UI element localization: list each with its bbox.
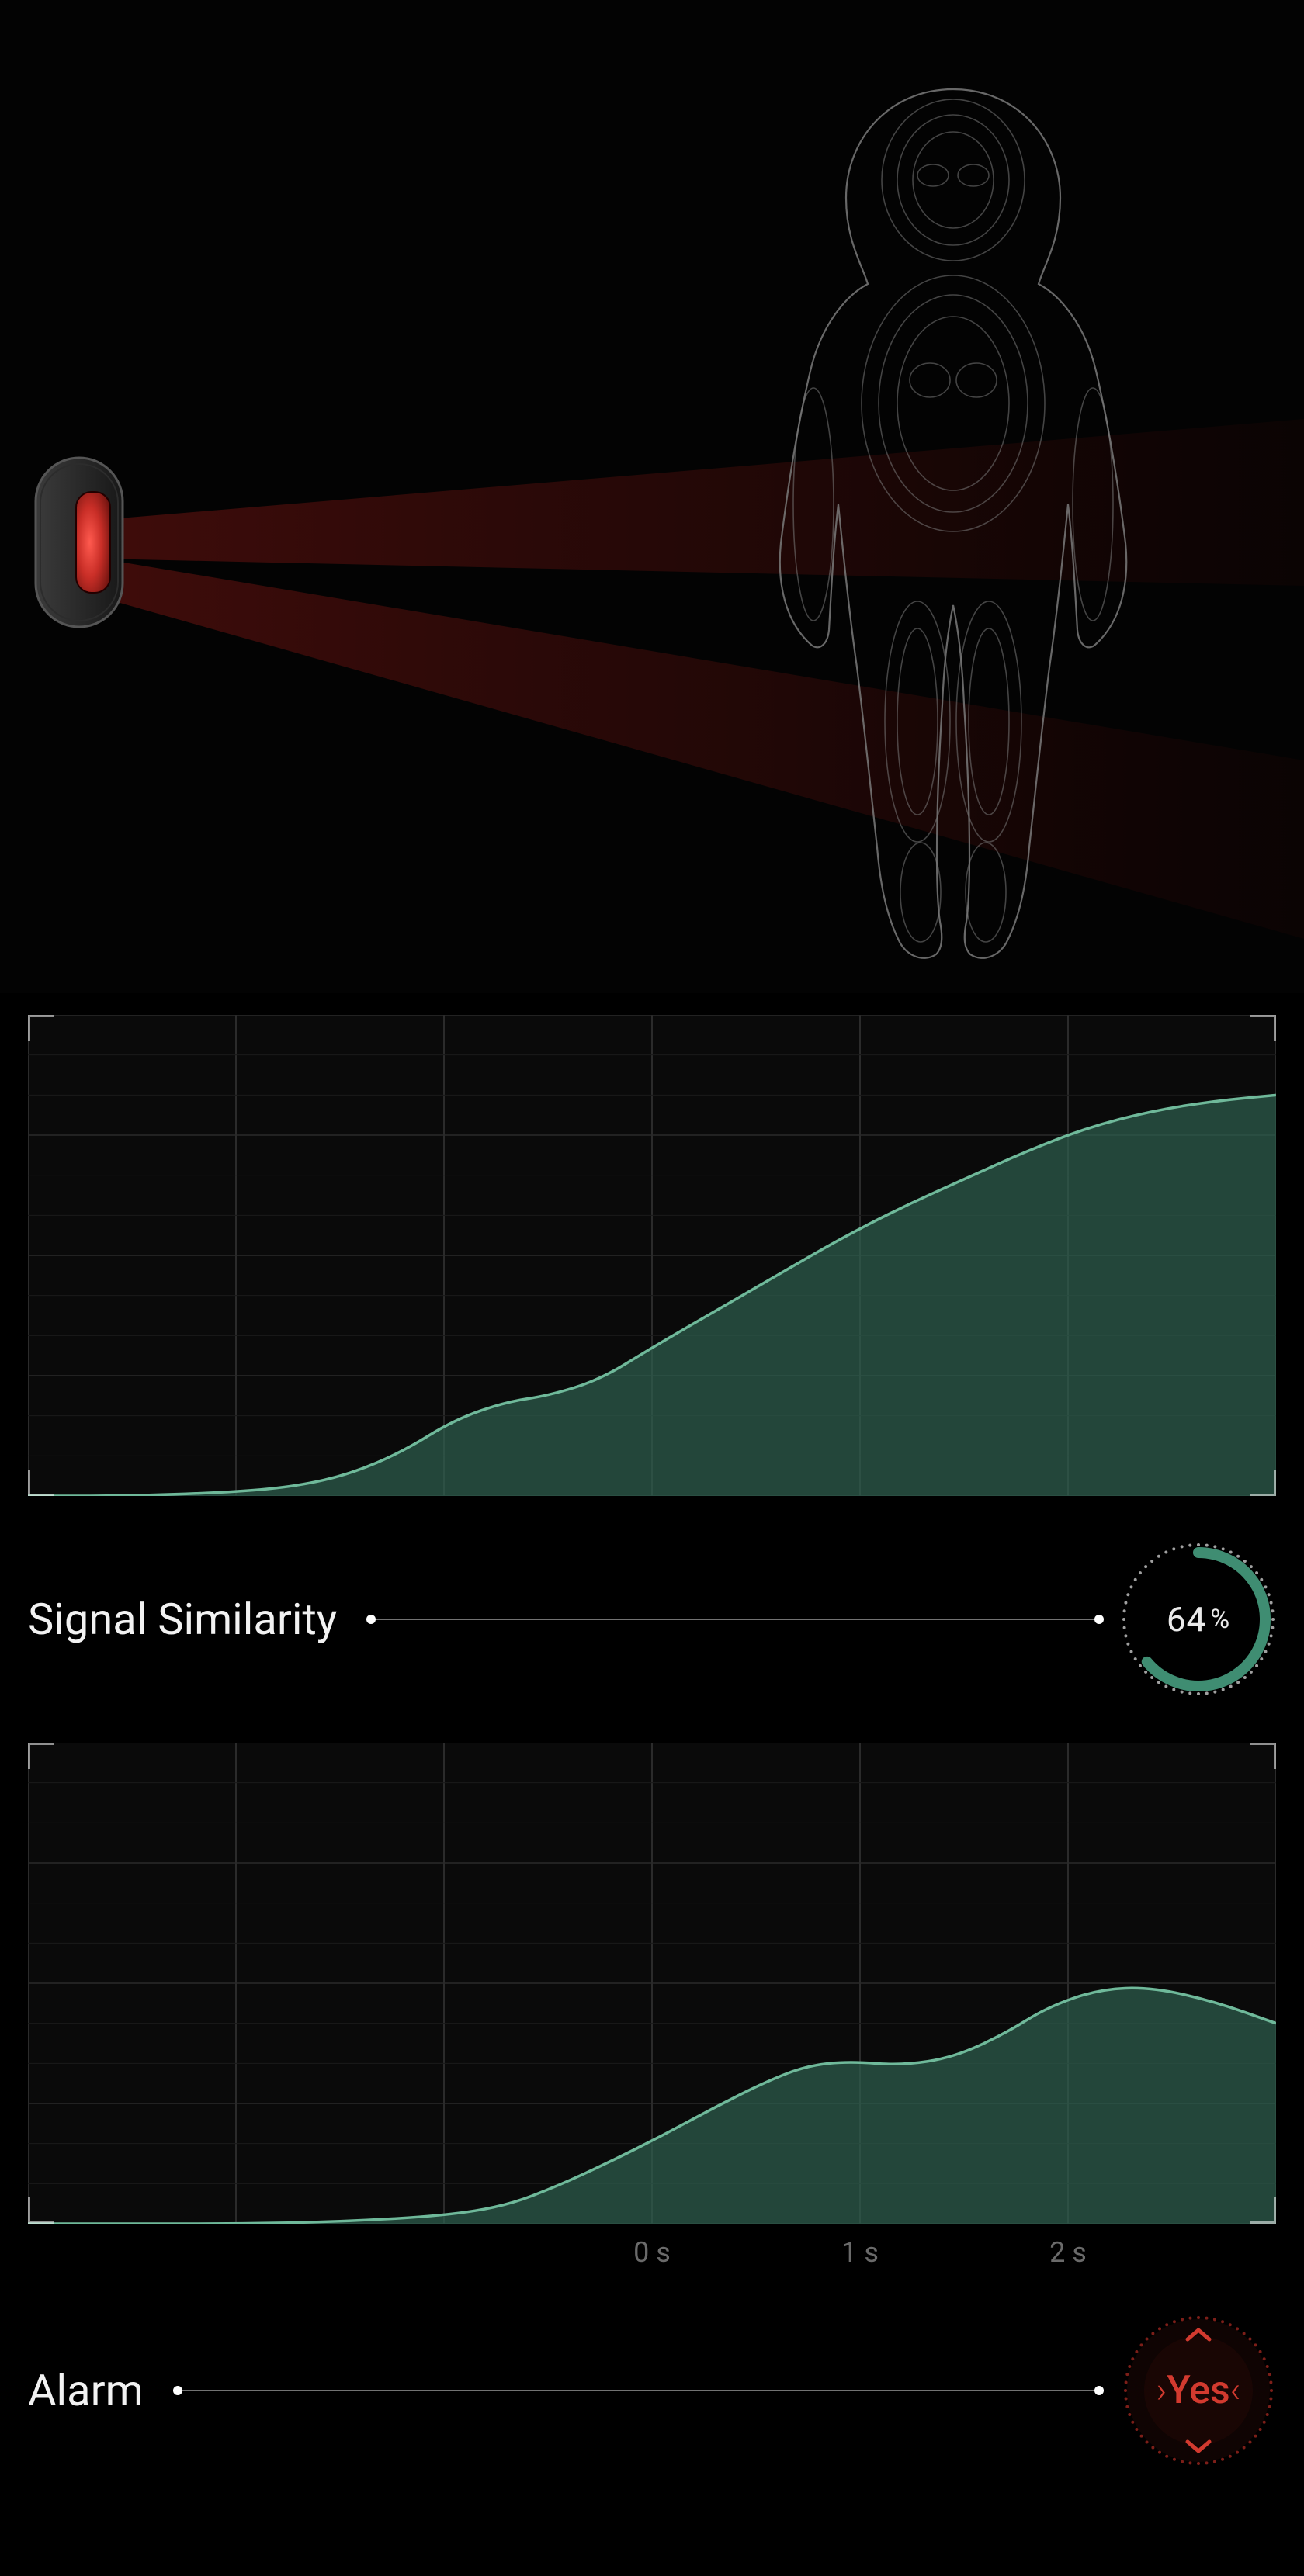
frame-corner [1250, 2197, 1276, 2224]
alarm-value: › Yes ‹ [1121, 2313, 1276, 2468]
chart-1 [28, 1015, 1276, 1496]
chart-2 [28, 1743, 1276, 2224]
signal-similarity-readout: Signal Similarity 64% [28, 1546, 1276, 1693]
frame-corner [1250, 1015, 1276, 1041]
time-axis: 0 s 1 s 2 s [28, 2236, 1276, 2280]
readout-connector [178, 2390, 1099, 2391]
signal-similarity-label: Signal Similarity [28, 1594, 337, 1645]
signal-similarity-value: 64% [1121, 1542, 1276, 1697]
sensor-beam-lower [101, 559, 1304, 939]
frame-corner [1250, 1470, 1276, 1496]
axis-tick-label: 1 s [841, 2236, 879, 2269]
hero-svg [0, 0, 1304, 993]
frame-corner [28, 1015, 54, 1041]
readout-connector [371, 1619, 1099, 1620]
frame-corner [28, 1470, 54, 1496]
frame-corner [28, 1743, 54, 1769]
chart-signal-similarity [28, 1015, 1276, 1496]
alarm-badge: › Yes ‹ [1121, 2313, 1276, 2468]
alarm-readout: Alarm › Yes ‹ [28, 2317, 1276, 2464]
alarm-label: Alarm [28, 2365, 144, 2416]
signal-similarity-gauge: 64% [1121, 1542, 1276, 1697]
axis-tick-label: 0 s [633, 2236, 671, 2269]
frame-corner [28, 2197, 54, 2224]
sensor-device [36, 458, 123, 627]
chart-alarm-signal [28, 1743, 1276, 2224]
frame-corner [1250, 1743, 1276, 1769]
sensor-beam-upper [101, 419, 1304, 586]
hero-illustration [0, 0, 1304, 993]
axis-tick-label: 2 s [1049, 2236, 1087, 2269]
